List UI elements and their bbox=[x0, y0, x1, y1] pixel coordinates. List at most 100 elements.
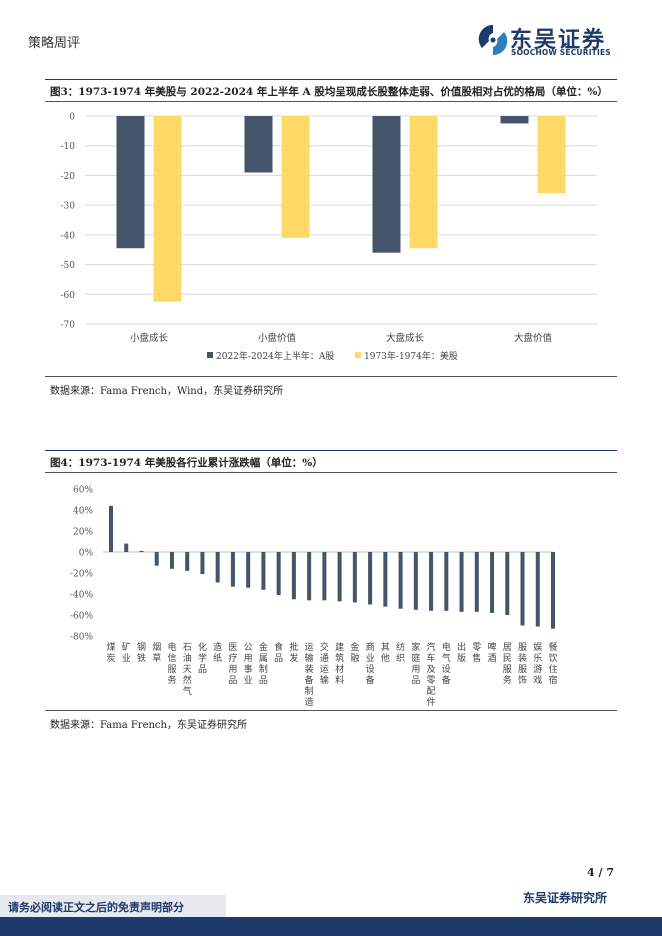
x-category-label: 其他 bbox=[381, 642, 390, 664]
y-tick-label: -20% bbox=[70, 570, 93, 580]
x-category-label: 大盘成长 bbox=[386, 332, 425, 344]
figure4-title: 图4：1973-1974 年美股各行业累计涨跌幅（单位：%） bbox=[50, 457, 323, 469]
bar-us-stock bbox=[537, 116, 566, 194]
bar-industry bbox=[520, 552, 525, 626]
page-number: 4 / 7 bbox=[587, 866, 614, 879]
figure3-chart: 0 -10 -20 -30 -40 -50 -60 -70 小盘成长 小盘价值 大盘成长 大盘价值 20… bbox=[61, 113, 597, 362]
bar-industry bbox=[246, 552, 251, 588]
y-tick-label: -60% bbox=[70, 612, 93, 622]
figure3-title: 图3：1973-1974 年美股与 2022-2024 年上半年 A 股均呈现成… bbox=[50, 86, 608, 98]
bar-industry bbox=[261, 552, 266, 590]
x-category-label: 交通运输 bbox=[320, 641, 329, 686]
bar-industry bbox=[154, 552, 159, 566]
x-category-label: 烟草 bbox=[152, 641, 161, 664]
company-logo: 东吴证券 SOOCHOW SECURITIES bbox=[478, 22, 618, 58]
bar-us-stock bbox=[409, 116, 438, 249]
bar-industry bbox=[459, 552, 464, 612]
bar-industry bbox=[413, 552, 418, 610]
x-category-label: 纺织 bbox=[396, 641, 405, 664]
x-category-label: 煤炭 bbox=[106, 641, 115, 664]
x-category-label: 汽车及零配件 bbox=[427, 641, 436, 708]
x-category-label: 公用事业 bbox=[244, 642, 253, 686]
legend-label: 2022年-2024年上半年：A股 bbox=[216, 350, 334, 362]
footer-bar bbox=[0, 917, 662, 936]
logo-text-cn: 东吴证券 bbox=[510, 28, 607, 53]
bar-industry bbox=[109, 505, 113, 552]
x-category-label: 矿业 bbox=[122, 641, 131, 664]
y-tick-label: -50 bbox=[61, 261, 76, 271]
x-category-label: 批发 bbox=[289, 641, 298, 664]
bar-industry bbox=[215, 552, 220, 583]
bar-industry bbox=[291, 552, 296, 600]
bar-industry bbox=[276, 552, 281, 596]
figure4-bottom-rule bbox=[45, 710, 617, 711]
disclaimer-text: 请务必阅读正文之后的免责声明部分 bbox=[8, 901, 184, 914]
bar-industry bbox=[124, 543, 129, 552]
x-category-label: 食品 bbox=[274, 641, 283, 664]
x-category-label: 家庭用品 bbox=[411, 641, 420, 686]
logo-text-en: SOOCHOW SECURITIES bbox=[511, 48, 611, 57]
y-tick-label: 60% bbox=[73, 486, 93, 496]
y-tick-label: -40 bbox=[61, 231, 76, 241]
figure4-source: 数据来源：Fama French，东吴证券研究所 bbox=[50, 720, 247, 731]
y-tick-label: 0 bbox=[69, 113, 75, 123]
x-category-label: 造纸 bbox=[213, 641, 222, 664]
bar-industry bbox=[474, 552, 479, 612]
bar-a-share bbox=[116, 116, 145, 249]
legend-swatch bbox=[207, 352, 213, 358]
x-category-label: 娱乐游戏 bbox=[533, 641, 542, 686]
institute-name: 东吴证券研究所 bbox=[522, 891, 607, 905]
bar-a-share bbox=[500, 116, 529, 124]
legend-swatch bbox=[355, 352, 361, 358]
x-category-label: 小盘成长 bbox=[130, 332, 169, 344]
y-tick-label: -30 bbox=[61, 202, 76, 212]
x-category-label: 建筑材料 bbox=[335, 641, 344, 686]
y-tick-label: -40% bbox=[70, 591, 93, 601]
x-category-label: 大盘价值 bbox=[514, 332, 553, 344]
x-category-label: 出版 bbox=[457, 641, 466, 664]
x-category-label: 电气设备 bbox=[442, 641, 451, 686]
soochow-logo-icon bbox=[478, 24, 508, 56]
x-category-label: 医疗用品 bbox=[228, 642, 237, 686]
bar-industry bbox=[352, 552, 357, 603]
x-category-label: 金属制品 bbox=[259, 641, 268, 686]
x-category-label: 电信服务 bbox=[167, 641, 176, 686]
legend-label: 1973年-1974年：美股 bbox=[364, 350, 458, 362]
y-tick-label: 0% bbox=[79, 549, 94, 559]
bar-us-stock bbox=[281, 116, 310, 238]
x-category-label: 服装服饰 bbox=[518, 642, 527, 686]
x-category-label: 餐饮住宿 bbox=[548, 641, 557, 686]
figure4-title-rule bbox=[45, 472, 617, 473]
y-tick-label: -60 bbox=[61, 291, 76, 301]
x-category-label: 石油天然气 bbox=[183, 643, 192, 697]
x-category-label: 商业设备 bbox=[366, 641, 375, 686]
y-tick-label: -80% bbox=[70, 633, 93, 643]
bar-industry bbox=[139, 550, 144, 552]
bar-industry bbox=[444, 552, 449, 611]
bar-industry bbox=[490, 552, 495, 613]
bar-industry bbox=[200, 552, 205, 575]
bar-a-share bbox=[244, 116, 273, 173]
x-category-label: 化学品 bbox=[198, 641, 207, 675]
x-category-label: 金融 bbox=[350, 641, 359, 664]
bar-industry bbox=[383, 552, 388, 607]
bar-a-share bbox=[372, 116, 401, 253]
bar-industry bbox=[398, 552, 403, 609]
x-category-label: 小盘价值 bbox=[258, 332, 297, 344]
bar-industry bbox=[322, 552, 327, 601]
bar-industry bbox=[551, 552, 555, 629]
x-category-label: 居民服务 bbox=[503, 642, 512, 686]
bar-industry bbox=[337, 552, 342, 602]
bar-industry bbox=[505, 552, 510, 615]
x-category-label: 运输装备制造 bbox=[305, 642, 314, 708]
bar-industry bbox=[169, 552, 174, 569]
bar-industry bbox=[368, 552, 373, 605]
figure3-title-rule bbox=[45, 101, 617, 102]
bar-industry bbox=[535, 552, 540, 627]
figure4-chart: 60% 40% 20% 0% -20% -40% -60% -80% 煤炭矿业钢铁烟草电信服务石… bbox=[70, 486, 558, 709]
figure3-top-rule bbox=[45, 79, 617, 80]
x-category-label: 钢铁 bbox=[137, 641, 146, 664]
bar-industry bbox=[185, 552, 190, 571]
x-category-label: 零售 bbox=[472, 642, 481, 664]
y-tick-label: 20% bbox=[73, 528, 93, 538]
